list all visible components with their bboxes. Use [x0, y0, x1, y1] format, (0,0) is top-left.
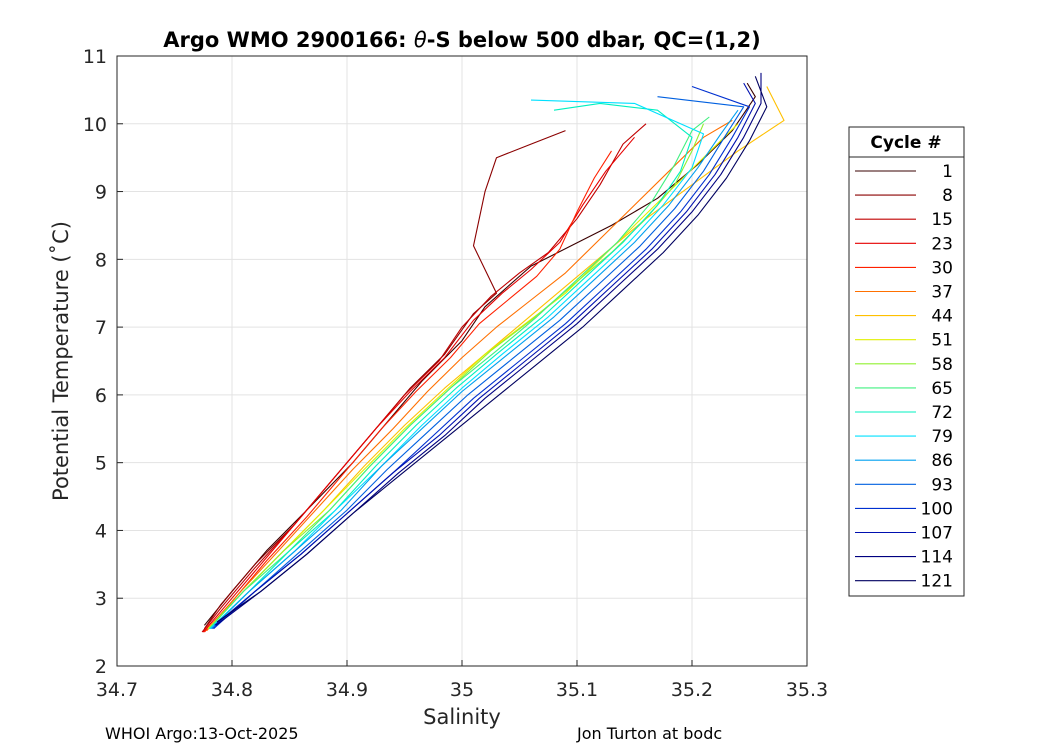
legend-entry[interactable]: 79	[855, 427, 953, 447]
series-line-cycle-23	[202, 136, 635, 633]
legend-entry[interactable]: 23	[855, 234, 953, 254]
x-tick-label: 34.7	[96, 679, 138, 701]
legend-entry[interactable]: 114	[855, 548, 953, 568]
legend-entry[interactable]: 65	[855, 379, 953, 399]
legend-label: 65	[931, 379, 953, 399]
x-tick-label: 35.2	[671, 679, 713, 701]
legend-label: 93	[931, 475, 953, 495]
series-line-cycle-107	[214, 82, 756, 626]
legend-entry[interactable]: 58	[855, 355, 953, 375]
y-tick-label: 5	[95, 453, 107, 475]
legend-label: 100	[921, 499, 953, 519]
legend-entry[interactable]: 8	[855, 186, 953, 206]
series-line-cycle-37	[206, 119, 733, 632]
legend-label: 107	[921, 524, 953, 544]
series-line-cycle-121	[216, 76, 768, 623]
legend-label: 72	[931, 403, 953, 423]
series-line-cycle-8	[203, 130, 566, 630]
legend-entry[interactable]: 1	[855, 162, 953, 182]
y-tick-label: 11	[83, 46, 107, 68]
series-line-cycle-30	[203, 150, 612, 633]
legend-entry[interactable]: 72	[855, 403, 953, 423]
legend-entry[interactable]: 86	[855, 451, 953, 471]
legend-entry[interactable]: 37	[855, 283, 953, 303]
legend-entry[interactable]: 44	[855, 307, 953, 327]
y-axis-label: Potential Temperature (˚C)	[49, 221, 73, 501]
x-tick-labels: 34.7 34.8 34.9 35 35.1 35.2 35.3	[96, 679, 828, 701]
legend-label: 44	[931, 307, 953, 327]
series-line-cycle-72	[209, 102, 693, 630]
footer-source: WHOI Argo:13-Oct-2025	[105, 724, 299, 743]
series-line-cycle-65	[208, 116, 710, 630]
y-tick-label: 6	[95, 385, 107, 407]
x-tick-label: 34.9	[326, 679, 368, 701]
legend-entry[interactable]: 51	[855, 331, 953, 351]
series-line-cycle-58	[208, 123, 705, 630]
legend-label: 1	[942, 162, 953, 182]
legend-title: Cycle #	[870, 133, 941, 153]
x-tick-label: 35.3	[786, 679, 828, 701]
legend-box	[848, 126, 965, 597]
legend-entry[interactable]: 121	[855, 572, 953, 592]
legend-label: 58	[931, 355, 953, 375]
y-tick-label: 7	[95, 317, 107, 339]
x-axis-label: Salinity	[423, 705, 501, 729]
series-line-cycle-79	[209, 99, 705, 630]
legend-label: 8	[942, 186, 953, 206]
series-line-cycle-15	[201, 123, 647, 633]
footer-author: Jon Turton at bodc	[577, 724, 723, 743]
legend-entry[interactable]: 30	[855, 258, 953, 278]
legend-label: 51	[931, 331, 953, 351]
x-tick-label: 35.1	[556, 679, 598, 701]
series-layer	[201, 72, 785, 633]
x-tick-label: 35	[450, 679, 474, 701]
x-tick-label: 34.8	[211, 679, 253, 701]
y-tick-label: 3	[95, 588, 107, 610]
legend-label: 121	[921, 572, 953, 592]
legend-label: 86	[931, 451, 953, 471]
series-line-cycle-51	[207, 123, 739, 630]
y-tick-label: 4	[95, 520, 107, 542]
legend[interactable]: Cycle # 1 8 15 23 30 37 44 51 58 65 72 79 86 93 100 107…	[848, 126, 965, 597]
legend-entry[interactable]: 15	[855, 210, 953, 230]
chart-title: Argo WMO 2900166: θ-S below 500 dbar, QC…	[163, 28, 760, 52]
legend-label: 114	[921, 548, 953, 568]
y-tick-label: 2	[95, 656, 107, 678]
legend-entry[interactable]: 107	[855, 524, 953, 544]
y-tick-label: 8	[95, 249, 107, 271]
series-line-cycle-86	[210, 109, 739, 630]
plot-frame	[116, 55, 808, 667]
series-line-cycle-93	[212, 96, 745, 630]
legend-label: 79	[931, 427, 953, 447]
y-tick-label: 9	[95, 182, 107, 204]
y-tick-labels: 2 3 4 5 6 7 8 9 10 11	[83, 46, 107, 678]
legend-label: 15	[931, 210, 953, 230]
y-tick-label: 10	[83, 114, 107, 136]
legend-label: 37	[931, 283, 953, 303]
legend-label: 30	[931, 258, 953, 278]
legend-entry[interactable]: 100	[855, 499, 953, 519]
legend-entry[interactable]: 93	[855, 475, 953, 495]
legend-label: 23	[931, 234, 953, 254]
